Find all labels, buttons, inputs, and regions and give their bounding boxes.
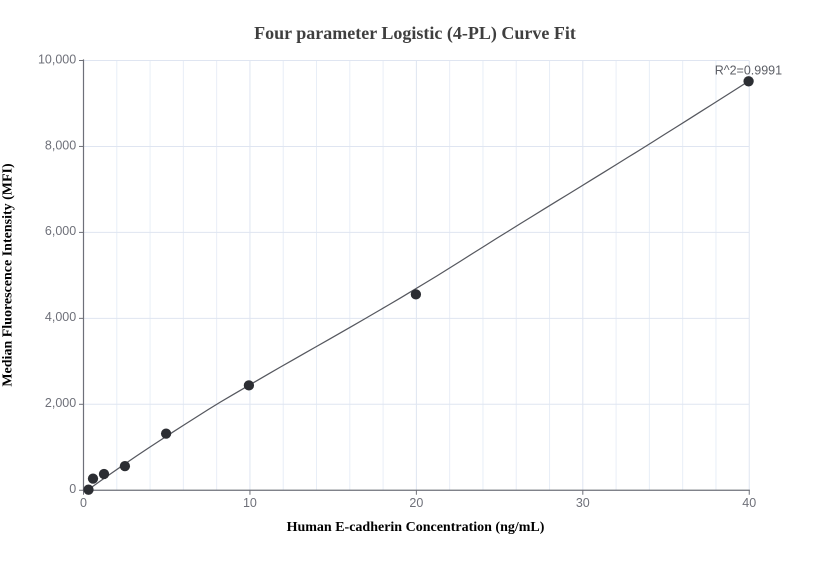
svg-text:Human E-cadherin Concentration: Human E-cadherin Concentration (ng/mL) xyxy=(287,520,545,535)
svg-text:Four parameter Logistic (4-PL): Four parameter Logistic (4-PL) Curve Fit xyxy=(254,23,576,44)
svg-text:Median Fluorescence Intensity: Median Fluorescence Intensity (MFI) xyxy=(1,163,16,387)
svg-text:4,000: 4,000 xyxy=(45,310,76,324)
svg-text:10,000: 10,000 xyxy=(38,52,76,66)
svg-text:2,000: 2,000 xyxy=(45,396,76,410)
svg-text:8,000: 8,000 xyxy=(45,138,76,152)
svg-text:10: 10 xyxy=(243,496,257,510)
svg-text:6,000: 6,000 xyxy=(45,224,76,238)
svg-text:20: 20 xyxy=(409,496,423,510)
svg-text:0: 0 xyxy=(69,482,76,496)
svg-text:0: 0 xyxy=(80,496,87,510)
svg-text:40: 40 xyxy=(742,496,756,510)
svg-text:30: 30 xyxy=(576,496,590,510)
svg-text:R^2=0.9991: R^2=0.9991 xyxy=(715,64,782,78)
